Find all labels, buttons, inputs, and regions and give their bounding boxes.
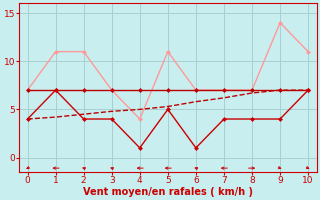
X-axis label: Vent moyen/en rafales ( km/h ): Vent moyen/en rafales ( km/h ) — [83, 187, 253, 197]
